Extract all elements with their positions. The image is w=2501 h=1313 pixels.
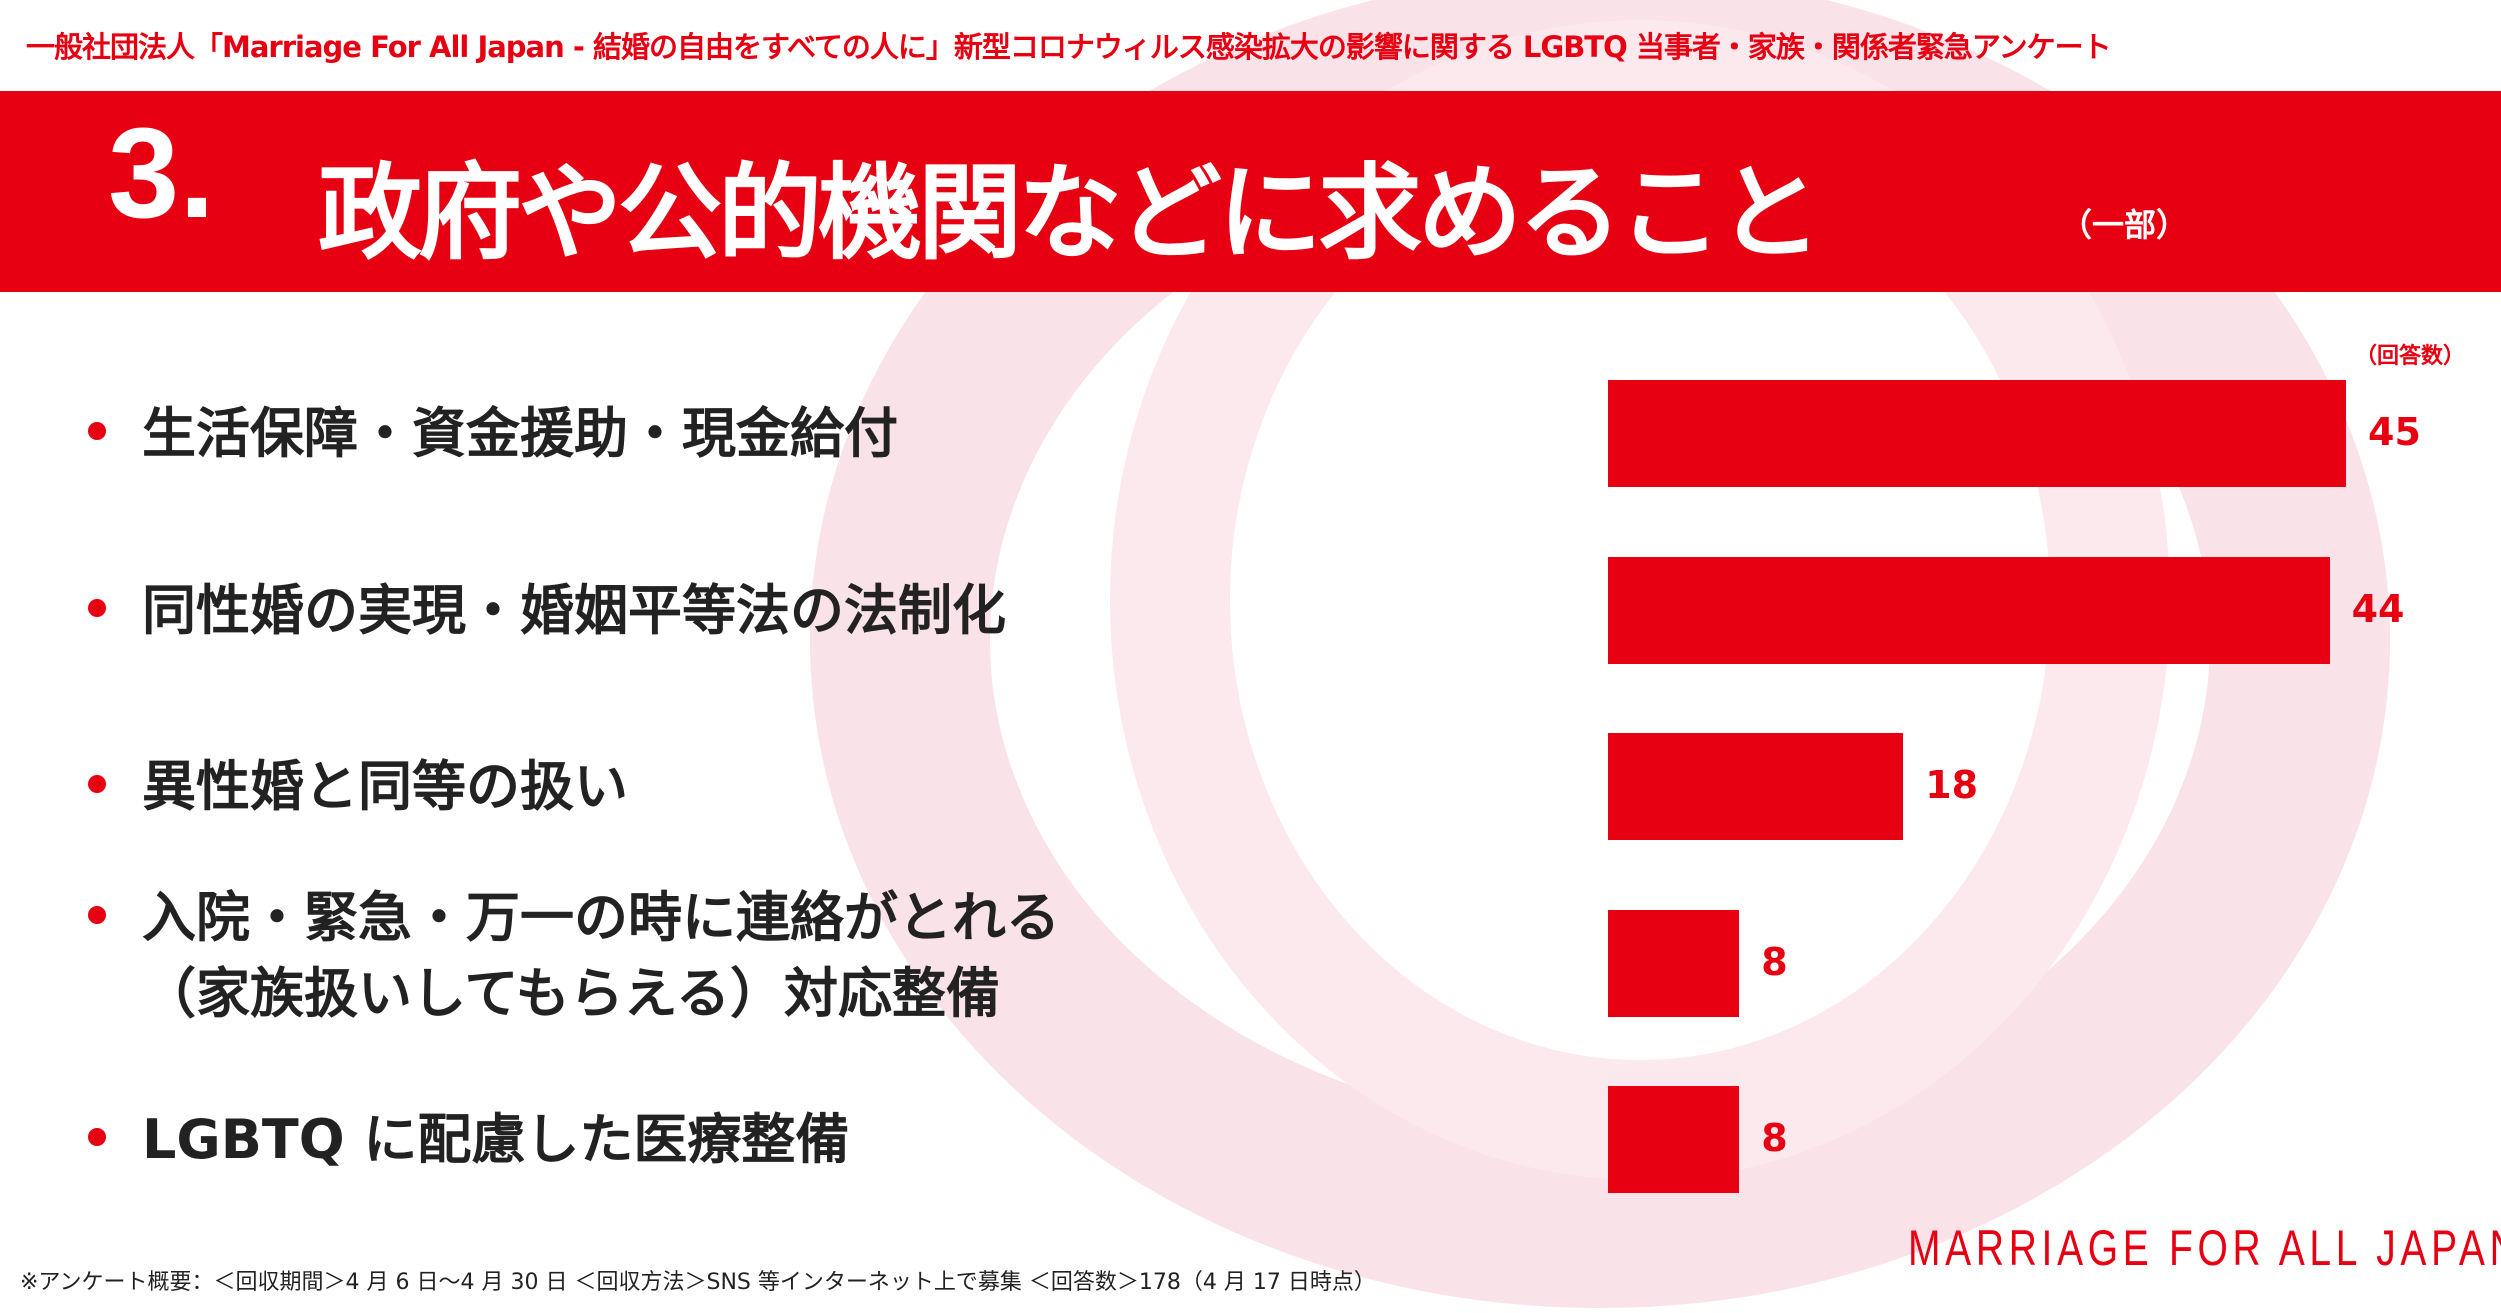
brand-logo: MARRIAGE FOR ALL JAPAN	[1908, 1220, 2501, 1276]
value-label: 45	[2368, 410, 2421, 454]
bar	[1608, 556, 2330, 664]
category-label-line: 入院・緊急・万一の時に連絡がとれる	[142, 885, 1060, 949]
category-label: 異性婚と同等の扱い	[88, 749, 628, 825]
survey-footnote: ※アンケート概要：＜回収期間＞4 月 6 日〜4 月 30 日 ＜回収方法＞SN…	[20, 1270, 1376, 1295]
value-label: 18	[1925, 763, 1979, 807]
bullet-icon	[88, 905, 106, 924]
category-label-line: 同性婚の実現・婚姻平等法の法制化	[142, 578, 1006, 642]
bullet-icon	[88, 1128, 106, 1147]
section-note: （一部）	[2060, 206, 2189, 244]
category-label: LGBTQ に配慮した医療整備	[88, 1102, 849, 1178]
bar	[1608, 909, 1740, 1017]
unit-label: （回答数）	[2355, 344, 2466, 369]
bar	[1608, 733, 1904, 840]
category-label: 生活保障・資金援助・現金給付	[88, 396, 898, 472]
category-label: 入院・緊急・万一の時に連絡がとれる （家族扱いしてもらえる）対応整備	[88, 880, 1060, 1032]
category-label-line: （家族扱いしてもらえる）対応整備	[142, 961, 1001, 1025]
category-label-line: 生活保障・資金援助・現金給付	[142, 402, 898, 465]
category-label-line: 異性婚と同等の扱い	[142, 755, 628, 818]
section-number: 3.	[108, 102, 215, 245]
value-label: 8	[1761, 939, 1788, 984]
title-band	[0, 91, 2501, 292]
survey-title: 一般社団法人「Marriage For All Japan - 結婚の自由をすべ…	[26, 30, 2112, 64]
category-label-line: LGBTQ に配慮した医療整備	[142, 1108, 850, 1171]
section-title: 政府や公的機関などに求めること	[318, 152, 1822, 274]
bullet-icon	[88, 598, 106, 617]
bar	[1608, 380, 2346, 487]
bullet-icon	[88, 422, 106, 441]
category-label: 同性婚の実現・婚姻平等法の法制化	[88, 573, 1006, 649]
bullet-icon	[88, 775, 106, 794]
bar	[1608, 1086, 1740, 1193]
value-label: 8	[1761, 1116, 1788, 1160]
value-label: 44	[2351, 586, 2405, 631]
